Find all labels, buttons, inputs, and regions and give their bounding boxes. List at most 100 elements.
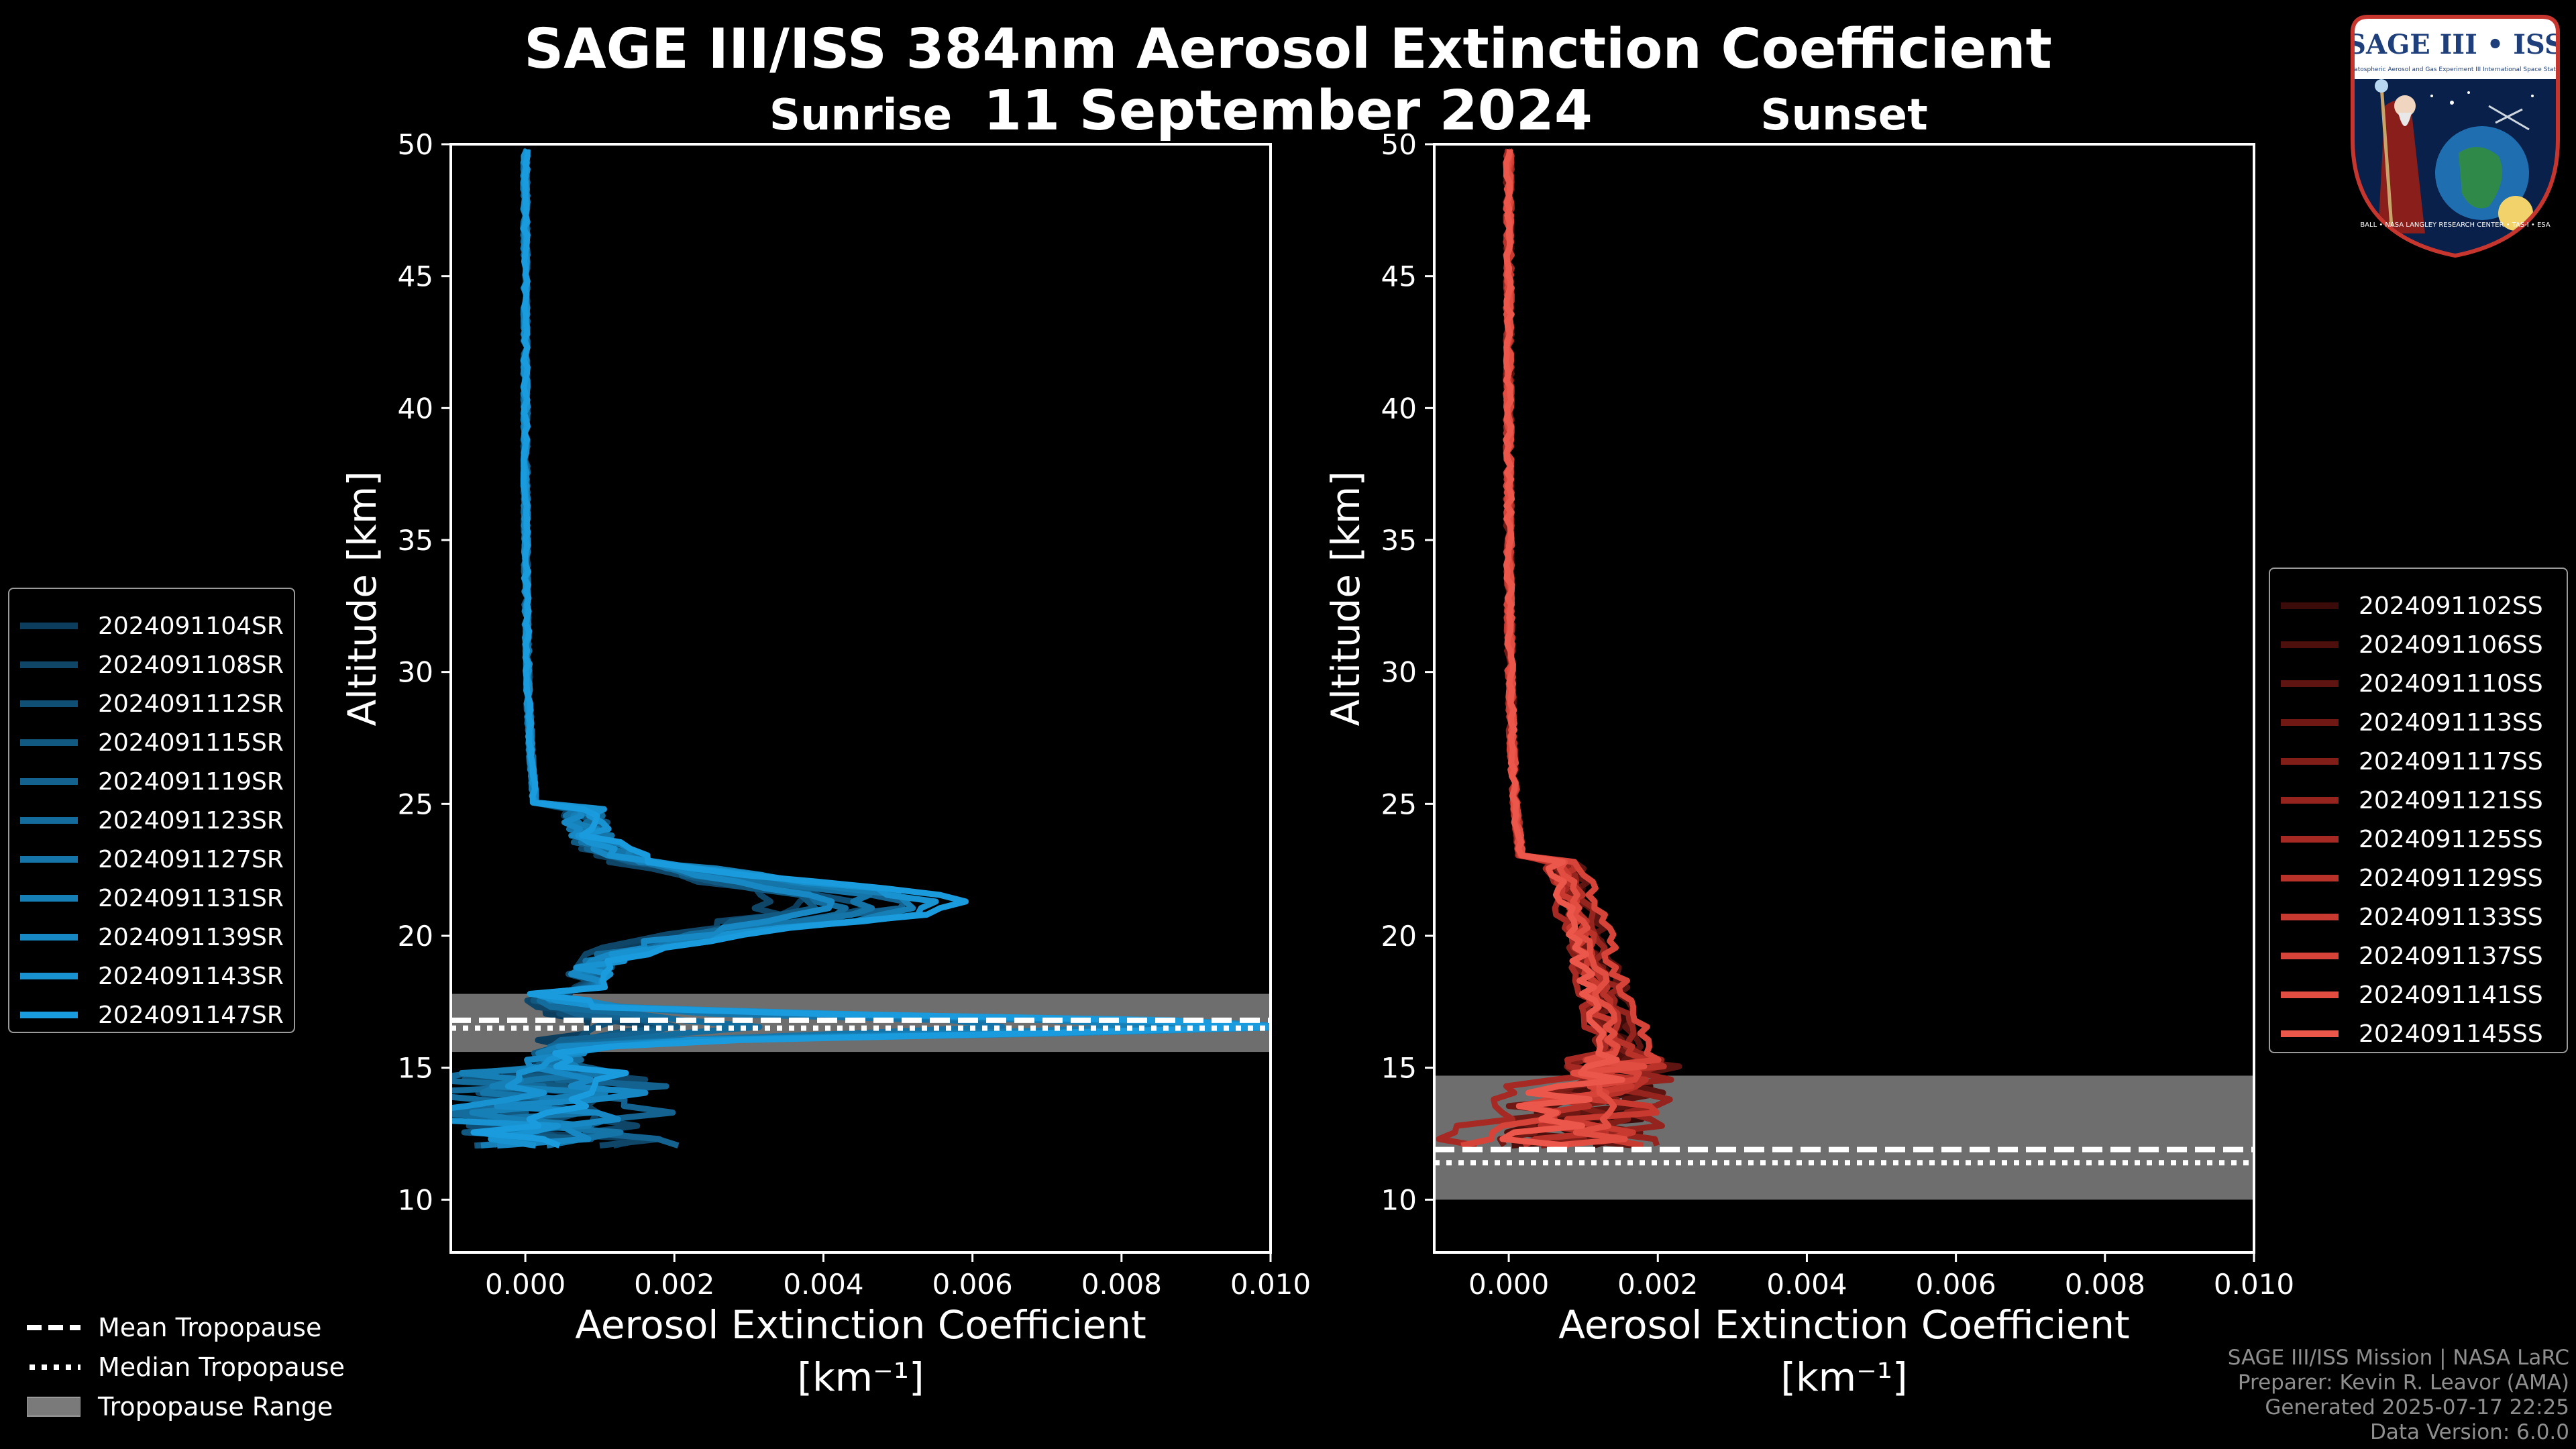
sunset-legend-item: 2024091102SS [2270, 586, 2543, 625]
sunset-axes-frame [1433, 143, 2255, 1254]
sunset-legend-swatch [2281, 641, 2339, 648]
sunrise-legend-item: 2024091139SR [9, 918, 284, 957]
sunset-legend-item: 2024091145SS [2270, 1014, 2543, 1053]
sunrise-ylabel: Altitude [km] [339, 471, 385, 726]
sunrise-legend-label: 2024091127SR [98, 845, 284, 873]
sunrise-legend-swatch [20, 700, 78, 707]
sunset-xtick-label: 0.006 [1916, 1268, 1996, 1301]
sunset-legend-swatch [2281, 914, 2339, 920]
sunset-panel-title: Sunset [1760, 91, 1927, 140]
sunrise-legend-label: 2024091115SR [98, 729, 284, 757]
sunset-ytick-label: 40 [1381, 392, 1417, 425]
sunset-legend-label: 2024091145SS [2359, 1020, 2543, 1048]
sunset-ytick-label: 10 [1381, 1183, 1417, 1216]
sunset-legend-label: 2024091125SS [2359, 825, 2543, 853]
sunset-legend-label: 2024091133SS [2359, 903, 2543, 931]
sunrise-xtick-label: 0.006 [932, 1268, 1013, 1301]
footer-preparer: Preparer: Kevin R. Leavor (AMA) [2237, 1371, 2569, 1395]
sunrise-legend-item: 2024091104SR [9, 606, 284, 645]
footer-credits: SAGE III/ISS Mission | NASA LaRC Prepare… [2228, 1346, 2569, 1445]
footer-version: Data Version: 6.0.0 [2369, 1420, 2569, 1444]
sunset-xtick-label: 0.000 [1468, 1268, 1549, 1301]
legend-tropopause-range: Tropopause Range [27, 1387, 333, 1426]
figure-title-line2: 11 September 2024 [983, 79, 1593, 143]
sunset-legend-item: 2024091125SS [2270, 820, 2543, 859]
sunset-xlabel-units: [km⁻¹] [1780, 1354, 1907, 1400]
sunset-legend-swatch [2281, 875, 2339, 881]
sunrise-xlabel-units: [km⁻¹] [797, 1354, 924, 1400]
sunset-ytick-label: 45 [1381, 260, 1417, 293]
sunrise-ytick-label: 45 [398, 260, 433, 293]
legend-median-tropopause: Median Tropopause [27, 1348, 345, 1387]
sunset-legend: 2024091102SS 2024091106SS 2024091110SS 2024… [2269, 568, 2568, 1053]
sunrise-xtick-label: 0.004 [783, 1268, 863, 1301]
sunrise-legend-item: 2024091131SR [9, 879, 284, 918]
sunset-legend-item: 2024091137SS [2270, 936, 2543, 975]
sunrise-ytick-label: 15 [398, 1052, 433, 1085]
sunset-xtick-label: 0.010 [2214, 1268, 2294, 1301]
sunset-legend-item: 2024091133SS [2270, 898, 2543, 936]
sunrise-legend-swatch [20, 661, 78, 668]
footer-mission: SAGE III/ISS Mission | NASA LaRC [2227, 1346, 2569, 1370]
sunrise-legend-label: 2024091131SR [98, 884, 284, 912]
sunset-legend-label: 2024091121SS [2359, 786, 2543, 814]
logo-ring-text: BALL • NASA LANGLEY RESEARCH CENTER • TA… [2360, 221, 2551, 229]
sage-logo: SAGE III • ISS Stratospheric Aerosol and… [2345, 12, 2566, 260]
sunrise-ytick-label: 35 [398, 524, 433, 557]
sunset-ylabel: Altitude [km] [1323, 471, 1368, 726]
tropopause-legend: Mean Tropopause Median Tropopause Tropop… [0, 1308, 402, 1436]
sunset-legend-swatch [2281, 1030, 2339, 1037]
sunrise-legend: 2024091104SR 2024091108SR 2024091112SR 2024… [8, 588, 295, 1033]
sunset-xlabel: Aerosol Extinction Coefficient [1558, 1302, 2130, 1348]
sunset-ytick-label: 30 [1381, 656, 1417, 689]
sunset-legend-label: 2024091137SS [2359, 942, 2543, 970]
sunset-plot-area [1434, 148, 2254, 1200]
sunset-legend-swatch [2281, 719, 2339, 726]
legend-mean-tropopause: Mean Tropopause [27, 1308, 321, 1347]
sunrise-xtick-label: 0.008 [1081, 1268, 1162, 1301]
sunset-legend-item: 2024091121SS [2270, 781, 2543, 820]
sunrise-legend-swatch [20, 739, 78, 746]
sunset-legend-swatch [2281, 758, 2339, 765]
sunset-legend-swatch [2281, 836, 2339, 843]
sunrise-xtick-label: 0.002 [634, 1268, 714, 1301]
sunrise-legend-label: 2024091104SR [98, 612, 284, 640]
sunrise-legend-label: 2024091143SR [98, 962, 284, 990]
sunrise-legend-label: 2024091112SR [98, 690, 284, 718]
sunset-xtick-label: 0.004 [1766, 1268, 1847, 1301]
sunrise-legend-item: 2024091115SR [9, 723, 284, 762]
sunrise-axes-frame [449, 143, 1272, 1254]
sunrise-series-2024091147SR [470, 149, 1271, 1148]
footer-generated: Generated 2025-07-17 22:25 [2265, 1395, 2569, 1419]
sunset-xtick-label: 0.008 [2065, 1268, 2145, 1301]
sunrise-ytick-label: 20 [398, 920, 433, 953]
sunrise-plot-area [451, 148, 1271, 1149]
sunset-legend-label: 2024091117SS [2359, 747, 2543, 775]
mean-tropopause-swatch [27, 1325, 80, 1330]
sunset-ytick-label: 25 [1381, 788, 1417, 820]
sunset-ytick-label: 50 [1381, 128, 1417, 161]
sunrise-legend-swatch [20, 623, 78, 629]
sunrise-legend-swatch [20, 895, 78, 902]
sunset-legend-label: 2024091110SS [2359, 669, 2543, 698]
sunrise-ytick-label: 10 [398, 1183, 433, 1216]
sunrise-xtick-label: 0.000 [485, 1268, 566, 1301]
sunrise-legend-swatch [20, 1012, 78, 1018]
sunrise-legend-label: 2024091123SR [98, 806, 284, 835]
sunrise-legend-label: 2024091139SR [98, 923, 284, 951]
sunrise-legend-item: 2024091127SR [9, 840, 284, 879]
sunset-ytick-label: 35 [1381, 524, 1417, 557]
sunrise-legend-item: 2024091123SR [9, 801, 284, 840]
sunrise-panel-title: Sunrise [769, 91, 952, 140]
sunrise-legend-label: 2024091108SR [98, 651, 284, 679]
sunset-legend-item: 2024091117SS [2270, 742, 2543, 781]
sunset-xtick-label: 0.002 [1617, 1268, 1698, 1301]
median-tropopause-swatch [30, 1364, 80, 1370]
sunset-ytick-label: 15 [1381, 1052, 1417, 1085]
sunset-legend-item: 2024091141SS [2270, 975, 2543, 1014]
sunset-legend-swatch [2281, 797, 2339, 804]
sunset-legend-item: 2024091110SS [2270, 664, 2543, 703]
sunset-legend-swatch [2281, 991, 2339, 998]
sunrise-ytick-label: 40 [398, 392, 433, 425]
